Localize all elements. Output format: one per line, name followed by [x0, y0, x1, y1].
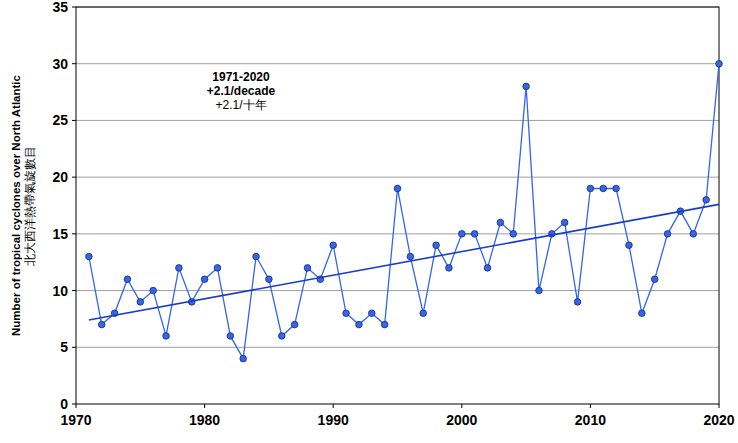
- y-tick: [72, 404, 76, 405]
- point: [201, 276, 208, 283]
- x-tick-label: 1970: [60, 412, 91, 428]
- annotation: 1971-2020: [212, 70, 270, 84]
- point: [703, 197, 710, 204]
- x-tick-label: 1990: [318, 412, 349, 428]
- point: [253, 253, 260, 260]
- point: [510, 231, 517, 238]
- point: [523, 83, 530, 90]
- x-tick-label: 2000: [446, 412, 477, 428]
- point: [394, 185, 401, 192]
- x-tick-label: 1980: [189, 412, 220, 428]
- grid-line: [76, 120, 719, 121]
- y-tick: [72, 63, 76, 64]
- point: [613, 185, 620, 192]
- grid-line: [76, 347, 719, 348]
- point: [471, 231, 478, 238]
- x-tick: [333, 404, 334, 408]
- x-tick: [461, 404, 462, 408]
- series-line: [89, 64, 719, 359]
- point: [330, 242, 337, 249]
- point: [600, 185, 607, 192]
- point: [587, 185, 594, 192]
- point: [266, 276, 273, 283]
- point: [291, 321, 298, 328]
- point: [304, 265, 311, 272]
- annotation: +2.1/十年: [215, 98, 266, 112]
- y-tick-label: 25: [52, 112, 68, 128]
- y-tick-label: 0: [60, 396, 68, 412]
- annotation: +2.1/decade: [207, 84, 276, 98]
- y-tick-label: 20: [52, 169, 68, 185]
- point: [484, 265, 491, 272]
- y-tick: [72, 290, 76, 291]
- grid-line: [76, 290, 719, 291]
- point: [574, 299, 581, 306]
- point: [98, 321, 105, 328]
- point: [343, 310, 350, 317]
- point: [651, 276, 658, 283]
- x-tick-label: 2010: [575, 412, 606, 428]
- point: [227, 333, 234, 340]
- point: [536, 287, 543, 294]
- trend-line: [89, 204, 719, 320]
- point: [446, 265, 453, 272]
- y-tick: [72, 120, 76, 121]
- x-tick: [76, 404, 77, 408]
- y-tick: [72, 347, 76, 348]
- grid-line: [76, 233, 719, 234]
- point: [716, 60, 723, 67]
- plot-area: [86, 60, 723, 362]
- point: [420, 310, 427, 317]
- x-tick: [719, 404, 720, 408]
- y-tick: [72, 177, 76, 178]
- y-tick-label: 5: [60, 339, 68, 355]
- chart: 0 5 10 15 20 25 30 35 1970 1980 1990 2000 2010 2020 19…: [0, 0, 738, 443]
- point: [214, 265, 221, 272]
- point: [163, 333, 170, 340]
- point: [561, 219, 568, 226]
- point: [433, 242, 440, 249]
- x-tick: [590, 404, 591, 408]
- point: [137, 299, 144, 306]
- point: [86, 253, 93, 260]
- point: [368, 310, 375, 317]
- point: [240, 355, 247, 362]
- y-tick-label: 30: [52, 56, 68, 72]
- point: [150, 287, 157, 294]
- point: [124, 276, 131, 283]
- point: [278, 333, 285, 340]
- y-tick-label: 10: [52, 283, 68, 299]
- point: [497, 219, 504, 226]
- grid-line: [76, 177, 719, 178]
- point: [407, 253, 414, 260]
- point: [664, 231, 671, 238]
- y-tick: [72, 233, 76, 234]
- y-axis-label: 北大西洋熱帶氣旋數目: [24, 146, 36, 266]
- x-tick: [204, 404, 205, 408]
- point: [690, 231, 697, 238]
- y-tick-label: 35: [52, 0, 68, 15]
- point: [459, 231, 466, 238]
- plot-frame: [76, 7, 719, 404]
- point: [356, 321, 363, 328]
- y-axis-label: Number of tropical cyclones over North A…: [10, 74, 22, 336]
- point: [639, 310, 646, 317]
- grid-line: [76, 63, 719, 64]
- x-tick-label: 2020: [703, 412, 734, 428]
- y-tick-label: 15: [52, 226, 68, 242]
- point: [381, 321, 388, 328]
- point: [626, 242, 633, 249]
- point: [176, 265, 183, 272]
- y-tick: [72, 7, 76, 8]
